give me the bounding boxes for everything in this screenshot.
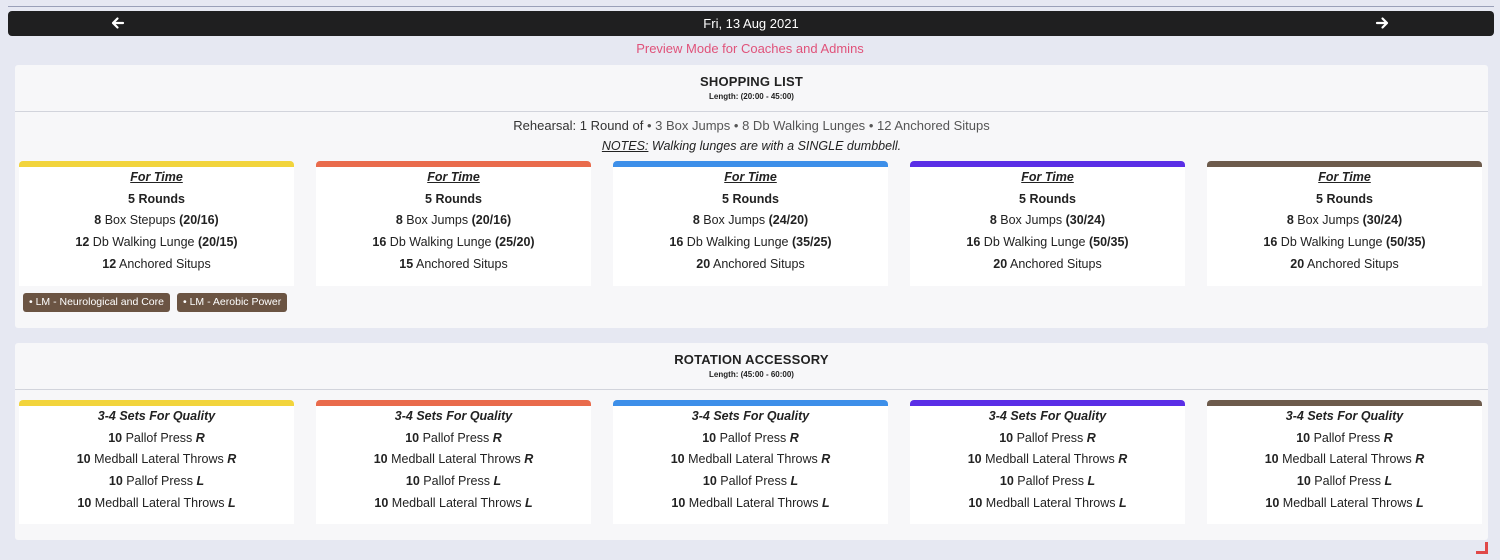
track-card: 3-4 Sets For Quality 10 Pallof Press R 1… xyxy=(613,400,888,524)
movement-line: 12 Anchored Situps xyxy=(102,256,211,271)
track-card: 3-4 Sets For Quality 10 Pallof Press R 1… xyxy=(1207,400,1482,524)
rounds: 5 Rounds xyxy=(425,191,482,206)
rotation-track-cards: 3-4 Sets For Quality 10 Pallof Press R 1… xyxy=(19,400,1482,524)
rehearsal-item: • 12 Anchored Situps xyxy=(868,118,990,133)
movement-line: 10 Medball Lateral Throws R xyxy=(76,452,237,467)
track-card: 3-4 Sets For Quality 10 Pallof Press R 1… xyxy=(316,400,591,524)
track-card: 3-4 Sets For Quality 10 Pallof Press R 1… xyxy=(910,400,1185,524)
resize-corner-icon[interactable] xyxy=(1476,542,1488,554)
movement-line: 10 Pallof Press R xyxy=(702,430,799,445)
notes-label: NOTES: xyxy=(601,139,649,153)
rounds: 5 Rounds xyxy=(1316,191,1373,206)
movement-line: 10 Medball Lateral Throws L xyxy=(77,495,236,510)
section-length: Length: (20:00 - 45:00) xyxy=(709,92,794,101)
section-title: ROTATION ACCESSORY xyxy=(674,352,829,367)
track-card: For Time 5 Rounds 8 Box Jumps (20/16) 16… xyxy=(316,161,591,286)
movement-line: 20 Anchored Situps xyxy=(1290,256,1399,271)
section-length: Length: (45:00 - 60:00) xyxy=(709,370,794,379)
shopping-list-section: SHOPPING LIST Length: (20:00 - 45:00) Re… xyxy=(15,65,1488,328)
movement-line: 8 Box Jumps (24/20) xyxy=(692,213,809,228)
movement-line: 8 Box Stepups (20/16) xyxy=(94,213,219,228)
movement-line: 10 Pallof Press R xyxy=(999,430,1096,445)
notes-text: Walking lunges are with a SINGLE dumbbel… xyxy=(651,139,902,153)
section-header: SHOPPING LIST Length: (20:00 - 45:00) xyxy=(15,65,1488,112)
workout-format: 3-4 Sets For Quality xyxy=(988,409,1107,423)
workout-format: For Time xyxy=(130,170,183,184)
movement-line: 10 Medball Lateral Throws L xyxy=(374,495,533,510)
track-card: 3-4 Sets For Quality 10 Pallof Press R 1… xyxy=(19,400,294,524)
movement-line: 10 Medball Lateral Throws R xyxy=(967,452,1128,467)
workout-format: 3-4 Sets For Quality xyxy=(1285,409,1404,423)
workout-format: 3-4 Sets For Quality xyxy=(691,409,810,423)
movement-line: 10 Medball Lateral Throws L xyxy=(968,495,1127,510)
tag-list: • LM - Neurological and Core • LM - Aero… xyxy=(23,293,288,312)
workout-format: 3-4 Sets For Quality xyxy=(394,409,513,423)
movement-line: 20 Anchored Situps xyxy=(993,256,1102,271)
track-card: For Time 5 Rounds 8 Box Jumps (24/20) 16… xyxy=(613,161,888,286)
movement-line: 10 Medball Lateral Throws R xyxy=(670,452,831,467)
movement-line: 10 Medball Lateral Throws R xyxy=(1264,452,1425,467)
tag-neurological-core[interactable]: • LM - Neurological and Core xyxy=(23,293,170,312)
movement-line: 10 Pallof Press L xyxy=(702,474,799,489)
workout-format: For Time xyxy=(1318,170,1371,184)
workout-format: For Time xyxy=(427,170,480,184)
track-card: For Time 5 Rounds 8 Box Jumps (30/24) 16… xyxy=(910,161,1185,286)
movement-line: 16 Db Walking Lunge (50/35) xyxy=(1263,235,1426,250)
movement-line: 8 Box Jumps (30/24) xyxy=(1286,213,1403,228)
rounds: 5 Rounds xyxy=(722,191,779,206)
movement-line: 12 Db Walking Lunge (20/15) xyxy=(75,235,238,250)
movement-line: 10 Pallof Press L xyxy=(1296,474,1393,489)
movement-line: 10 Pallof Press R xyxy=(1296,430,1393,445)
rehearsal-line: Rehearsal: 1 Round of • 3 Box Jumps • 8 … xyxy=(15,118,1488,133)
movement-line: 10 Medball Lateral Throws L xyxy=(671,495,830,510)
workout-format: For Time xyxy=(1021,170,1074,184)
rehearsal-prefix: Rehearsal: 1 Round of xyxy=(513,118,644,133)
workout-format: For Time xyxy=(724,170,777,184)
rehearsal-item: • 8 Db Walking Lunges xyxy=(733,118,866,133)
movement-line: 10 Pallof Press R xyxy=(405,430,502,445)
date-navigation-bar: Fri, 13 Aug 2021 xyxy=(8,11,1494,36)
rounds: 5 Rounds xyxy=(128,191,185,206)
arrow-left-icon[interactable] xyxy=(108,14,128,32)
movement-line: 10 Medball Lateral Throws R xyxy=(373,452,534,467)
workout-format: 3-4 Sets For Quality xyxy=(97,409,216,423)
movement-line: 10 Pallof Press L xyxy=(405,474,502,489)
movement-line: 10 Pallof Press L xyxy=(108,474,205,489)
movement-line: 16 Db Walking Lunge (25/20) xyxy=(372,235,535,250)
movement-line: 10 Medball Lateral Throws L xyxy=(1265,495,1424,510)
rehearsal-item: • 3 Box Jumps xyxy=(646,118,731,133)
arrow-right-icon[interactable] xyxy=(1372,14,1392,32)
current-date: Fri, 13 Aug 2021 xyxy=(703,16,799,31)
top-divider xyxy=(8,6,1494,7)
movement-line: 20 Anchored Situps xyxy=(696,256,805,271)
track-card: For Time 5 Rounds 8 Box Jumps (30/24) 16… xyxy=(1207,161,1482,286)
section-header: ROTATION ACCESSORY Length: (45:00 - 60:0… xyxy=(15,343,1488,390)
movement-line: 16 Db Walking Lunge (50/35) xyxy=(966,235,1129,250)
movement-line: 10 Pallof Press L xyxy=(999,474,1096,489)
tag-aerobic-power[interactable]: • LM - Aerobic Power xyxy=(177,293,288,312)
movement-line: 15 Anchored Situps xyxy=(399,256,508,271)
notes-line: NOTES: Walking lunges are with a SINGLE … xyxy=(15,139,1488,153)
preview-mode-notice: Preview Mode for Coaches and Admins xyxy=(636,41,864,56)
movement-line: 16 Db Walking Lunge (35/25) xyxy=(669,235,832,250)
movement-line: 8 Box Jumps (20/16) xyxy=(395,213,512,228)
rounds: 5 Rounds xyxy=(1019,191,1076,206)
rotation-accessory-section: ROTATION ACCESSORY Length: (45:00 - 60:0… xyxy=(15,343,1488,540)
shopping-track-cards: For Time 5 Rounds 8 Box Stepups (20/16) … xyxy=(19,161,1482,286)
track-card: For Time 5 Rounds 8 Box Stepups (20/16) … xyxy=(19,161,294,286)
movement-line: 10 Pallof Press R xyxy=(108,430,205,445)
section-title: SHOPPING LIST xyxy=(699,74,803,89)
movement-line: 8 Box Jumps (30/24) xyxy=(989,213,1106,228)
